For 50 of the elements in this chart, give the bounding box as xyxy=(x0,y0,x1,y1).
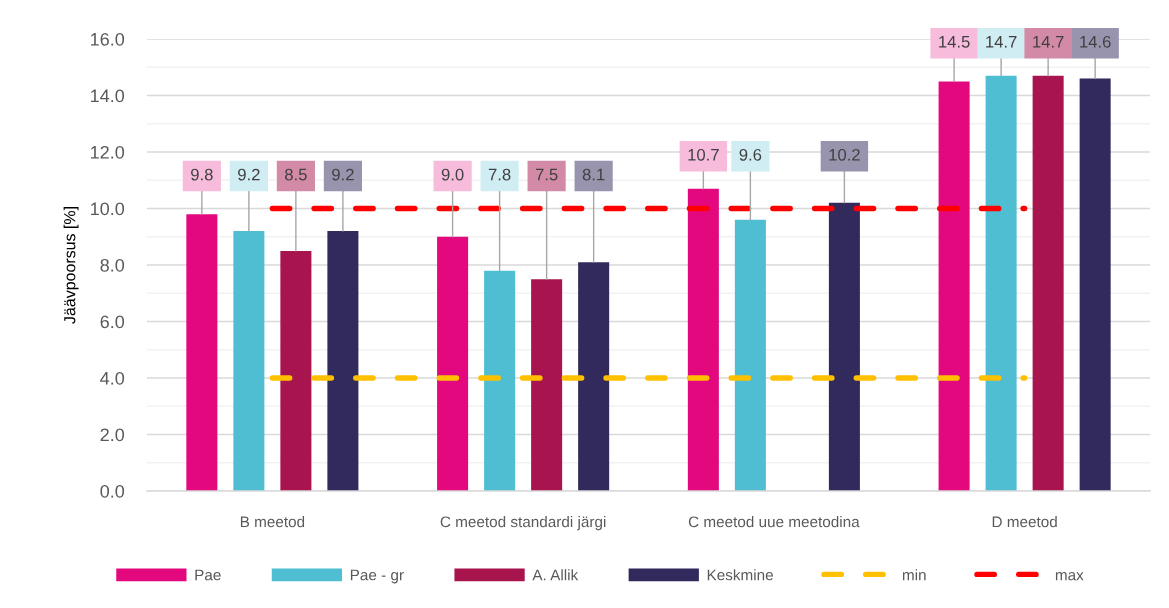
data-label: 14.5 xyxy=(939,36,970,48)
data-label: 10.2 xyxy=(829,148,860,161)
data-label: 10.7 xyxy=(688,148,719,161)
bar xyxy=(1079,78,1111,491)
legend-label: max xyxy=(1055,572,1084,581)
bar xyxy=(687,188,719,491)
bar xyxy=(484,270,516,491)
data-label: 14.7 xyxy=(986,36,1017,48)
bar xyxy=(1032,75,1064,491)
bar xyxy=(938,81,970,491)
y-tick-label: 0.0 xyxy=(100,484,125,498)
y-tick-label: 2.0 xyxy=(100,428,125,442)
bar xyxy=(578,262,610,491)
data-label: 8.1 xyxy=(582,168,605,181)
y-tick-label: 14.0 xyxy=(91,89,125,103)
y-axis-title: Jäävpoorsus [%] xyxy=(63,207,79,324)
data-label: 14.6 xyxy=(1080,35,1111,48)
x-tick-label: B meetod xyxy=(240,516,305,528)
y-tick-label: 16.0 xyxy=(91,32,125,46)
bar xyxy=(985,75,1017,491)
bar xyxy=(531,279,563,491)
bar xyxy=(327,231,359,491)
bar xyxy=(280,250,312,491)
data-label: 9.2 xyxy=(332,168,354,181)
y-tick-label: 4.0 xyxy=(100,371,125,385)
bar xyxy=(828,202,860,491)
legend-label: A. Allik xyxy=(532,569,579,581)
data-label: 7.5 xyxy=(535,168,558,181)
data-label: 9.8 xyxy=(191,168,213,181)
legend-label: Keskmine xyxy=(707,569,773,581)
bar xyxy=(734,219,766,491)
y-tick-label: 10.0 xyxy=(91,202,125,216)
data-label: 9.6 xyxy=(739,148,762,161)
bar xyxy=(233,231,265,491)
legend-label: Pae - gr xyxy=(350,569,404,584)
bar xyxy=(437,236,469,491)
x-tick-label: C meetod uue meetodina xyxy=(688,516,860,528)
data-label: 8.5 xyxy=(285,168,307,181)
bar xyxy=(186,214,218,491)
y-tick-label: 12.0 xyxy=(91,145,125,159)
y-tick-label: 6.0 xyxy=(100,315,125,329)
legend-label: min xyxy=(902,569,926,581)
legend-label: Pae xyxy=(195,569,221,581)
x-tick-label: C meetod standardi järgi xyxy=(440,516,606,531)
data-label: 9.0 xyxy=(441,168,464,181)
x-tick-label: D meetod xyxy=(992,516,1057,528)
y-tick-label: 8.0 xyxy=(100,258,125,272)
data-label: 14.7 xyxy=(1033,36,1064,48)
data-label: 9.2 xyxy=(238,168,260,181)
data-label: 7.8 xyxy=(488,168,511,181)
